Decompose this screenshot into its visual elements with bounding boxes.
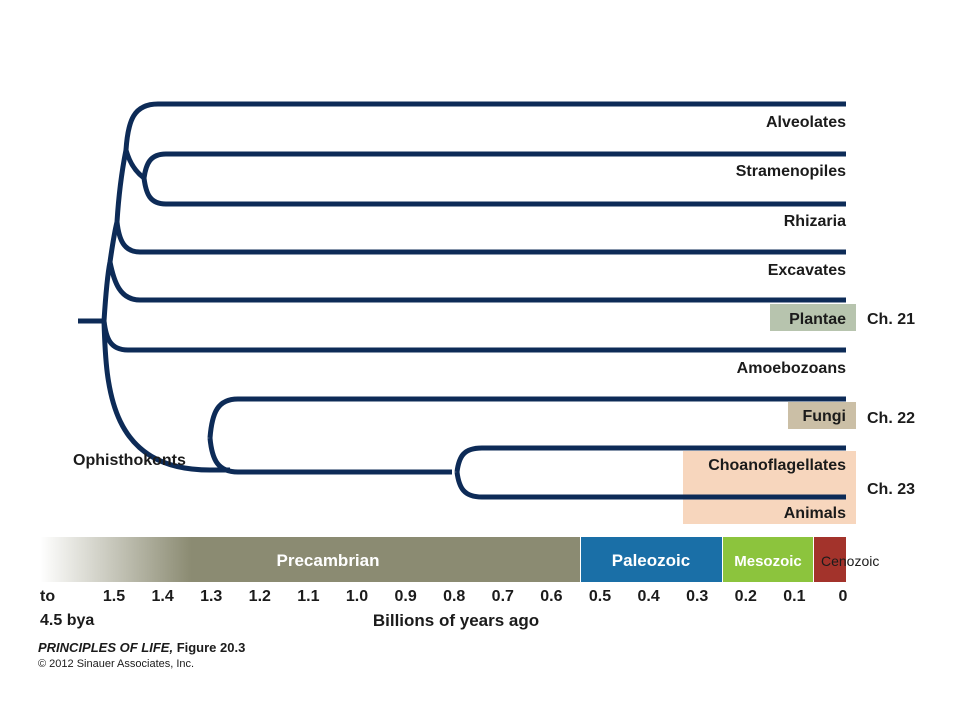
taxon-label-amoebozoans: Amoebozoans bbox=[737, 360, 846, 377]
axis-tick-label: 0.3 bbox=[686, 588, 708, 605]
branch-stramenopile-alveolate-clade bbox=[114, 147, 146, 223]
era-bar-mesozoic bbox=[723, 537, 813, 582]
era-bar-paleozoic bbox=[581, 537, 722, 582]
branch-plantae bbox=[107, 261, 846, 303]
axis-title: Billions of years ago bbox=[373, 611, 539, 630]
axis-tick-label: 0.6 bbox=[540, 588, 562, 605]
taxon-label-alveolates: Alveolates bbox=[766, 114, 846, 131]
axis-tick-label: 0.9 bbox=[394, 588, 416, 605]
branch-opisthokont-stem bbox=[101, 320, 230, 473]
taxon-label-animals: Animals bbox=[784, 505, 846, 522]
axis-tick-label: 0.7 bbox=[492, 588, 514, 605]
axis-tick-label: 1.0 bbox=[346, 588, 368, 605]
axis-tick-label: 0 bbox=[839, 588, 848, 605]
branch-stramenopiles bbox=[141, 151, 846, 179]
taxon-label-stramenopiles: Stramenopiles bbox=[736, 163, 846, 180]
phylogenetic-tree bbox=[78, 101, 846, 500]
animals-highlight-box bbox=[683, 451, 856, 524]
branch-fungi bbox=[207, 396, 846, 439]
era-label-mesozoic: Mesozoic bbox=[734, 553, 802, 570]
credit-figure-number: Figure 20.3 bbox=[173, 640, 245, 655]
branch-alveolates bbox=[123, 101, 846, 151]
figure-copyright: © 2012 Sinauer Associates, Inc. bbox=[38, 658, 194, 670]
taxon-label-plantae: Plantae bbox=[789, 311, 846, 328]
axis-tick-label: 1.1 bbox=[297, 588, 319, 605]
chapter-ref-plantae: Ch. 21 bbox=[867, 311, 915, 328]
axis-tick-label: 1.5 bbox=[103, 588, 125, 605]
taxon-label-choanoflagellates: Choanoflagellates bbox=[708, 457, 846, 474]
branch-rhizaria bbox=[141, 177, 846, 207]
branch-amoebozoans bbox=[101, 320, 846, 353]
axis-tick-label: 1.3 bbox=[200, 588, 222, 605]
chapter-ref-fungi: Ch. 22 bbox=[867, 410, 915, 427]
era-label-cenozoic: Cenozoic bbox=[821, 553, 879, 569]
era-label-precambrian: Precambrian bbox=[277, 551, 380, 570]
taxon-label-excavates: Excavates bbox=[768, 262, 846, 279]
era-label-paleozoic: Paleozoic bbox=[612, 551, 690, 570]
era-timeline: Precambrian Paleozoic Mesozoic Cenozoic bbox=[40, 537, 879, 582]
taxon-label-fungi: Fungi bbox=[802, 408, 846, 425]
axis-start-label-line2: 4.5 bya bbox=[40, 612, 94, 629]
era-bar-cenozoic bbox=[814, 537, 846, 582]
branch-animals bbox=[454, 471, 846, 500]
branch-choanoflagellates bbox=[454, 445, 846, 473]
axis-tick-label: 0.2 bbox=[735, 588, 757, 605]
figure-credit-title: PRINCIPLES OF LIFE, Figure 20.3 bbox=[38, 640, 245, 655]
axis-tick-label: 0.4 bbox=[637, 588, 659, 605]
time-axis: to 4.5 bya 1.5 1.4 1.3 1.2 1.1 1.0 0.9 0.8 0.7 0.… bbox=[40, 588, 848, 629]
plantae-highlight-box bbox=[770, 304, 856, 331]
axis-start-label-line1: to bbox=[40, 588, 55, 605]
branch-main-upper bbox=[101, 221, 120, 322]
axis-tick-label: 0.8 bbox=[443, 588, 465, 605]
axis-tick-label: 1.4 bbox=[151, 588, 173, 605]
era-bar-precambrian bbox=[40, 537, 580, 582]
axis-tick-label: 1.2 bbox=[249, 588, 271, 605]
chapter-ref-animals: Ch. 23 bbox=[867, 481, 915, 498]
axis-tick-label: 0.5 bbox=[589, 588, 611, 605]
branch-holozoa bbox=[207, 437, 452, 475]
branch-excavates bbox=[114, 221, 846, 255]
credit-book-title: PRINCIPLES OF LIFE, bbox=[38, 640, 173, 655]
clade-label-opisthokonts: Ophisthokonts bbox=[73, 452, 186, 469]
taxon-label-rhizaria: Rhizaria bbox=[784, 213, 846, 230]
fungi-highlight-box bbox=[788, 402, 856, 429]
axis-tick-label: 0.1 bbox=[783, 588, 805, 605]
